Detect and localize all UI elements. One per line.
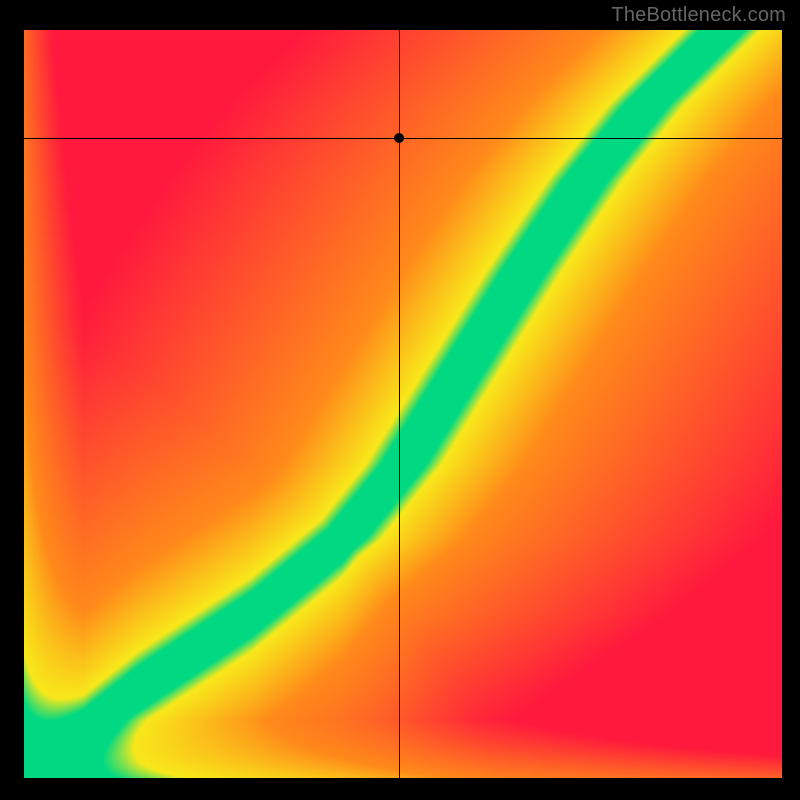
crosshair-marker bbox=[394, 133, 404, 143]
bottleneck-heatmap bbox=[24, 30, 782, 778]
plot-area bbox=[24, 30, 782, 778]
watermark-text: TheBottleneck.com bbox=[611, 4, 786, 27]
